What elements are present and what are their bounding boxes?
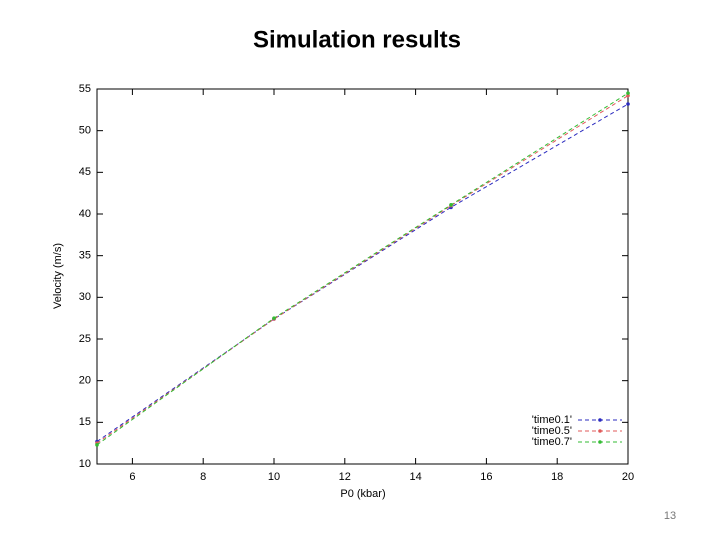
- x-tick-label: 20: [622, 471, 634, 483]
- y-axis-label: Velocity (m/s): [52, 243, 64, 309]
- x-tick-label: 18: [551, 471, 563, 483]
- chart-title: Simulation results: [253, 26, 461, 53]
- x-axis-label: P0 (kbar): [340, 488, 385, 500]
- y-tick-label: 35: [79, 250, 91, 262]
- legend-marker: [598, 418, 602, 422]
- legend-marker: [598, 429, 602, 433]
- data-point: [626, 102, 630, 106]
- y-tick-label: 10: [79, 458, 91, 470]
- x-tick-label: 12: [339, 471, 351, 483]
- y-tick-label: 25: [79, 333, 91, 345]
- series-line: [96, 95, 629, 444]
- legend-label: 'time0.1': [532, 414, 572, 426]
- legend-label: 'time0.7': [532, 436, 572, 448]
- data-point: [95, 443, 99, 447]
- y-tick-label: 45: [79, 166, 91, 178]
- x-tick-label: 6: [129, 471, 135, 483]
- y-tick-label: 20: [79, 375, 91, 387]
- x-tick-label: 10: [268, 471, 280, 483]
- data-point: [449, 203, 453, 207]
- legend-marker: [598, 440, 602, 444]
- x-tick-label: 8: [200, 471, 206, 483]
- data-point: [626, 91, 630, 95]
- y-tick-label: 40: [79, 208, 91, 220]
- data-point: [272, 316, 276, 320]
- y-tick-label: 15: [79, 416, 91, 428]
- y-tick-label: 30: [79, 291, 91, 303]
- y-tick-label: 50: [79, 125, 91, 137]
- x-tick-label: 14: [409, 471, 421, 483]
- series-line: [96, 92, 629, 446]
- data-point: [626, 93, 630, 98]
- y-tick-label: 55: [79, 83, 91, 95]
- series-line: [96, 103, 629, 442]
- plot-frame: [96, 88, 629, 465]
- page-number: 13: [664, 510, 676, 522]
- legend-label: 'time0.5': [532, 425, 572, 437]
- x-tick-label: 16: [480, 471, 492, 483]
